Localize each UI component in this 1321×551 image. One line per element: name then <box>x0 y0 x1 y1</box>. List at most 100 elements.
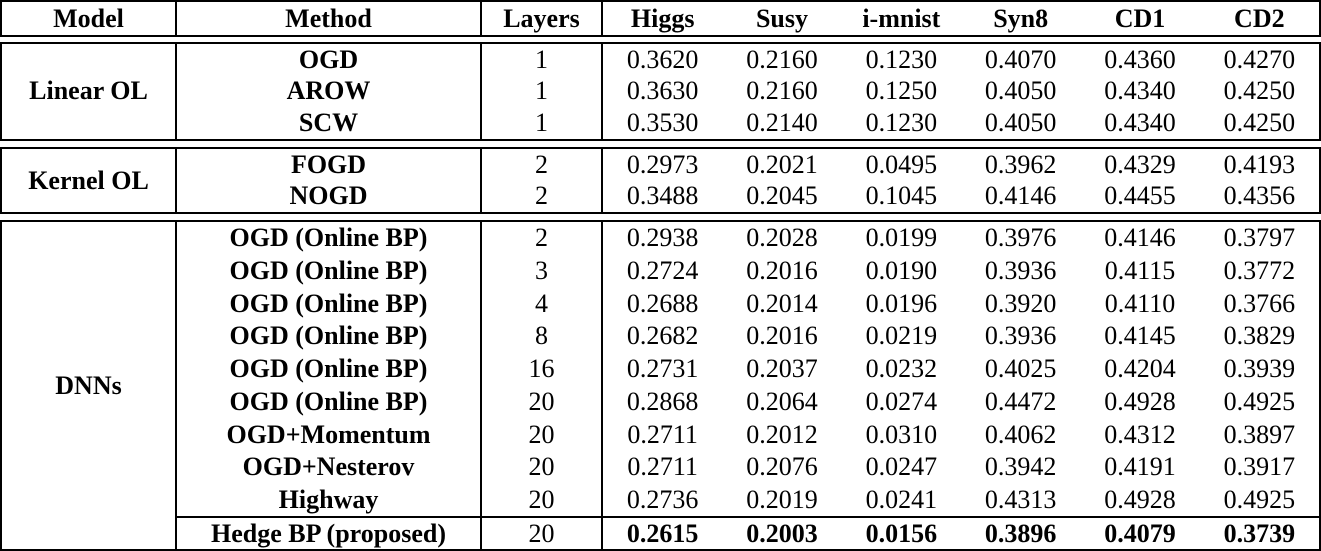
layers-cell: 1 <box>482 75 603 108</box>
value-cell: 0.0219 <box>865 321 938 351</box>
value-cell: 0.3772 <box>1223 256 1296 286</box>
value-cell: 0.2868 <box>626 386 699 416</box>
method-cell: OGD <box>177 44 482 76</box>
value-cell: 0.2045 <box>746 181 818 211</box>
method-cell: Hedge BP (proposed) <box>177 516 482 549</box>
value-cell: 0.2731 <box>626 354 699 384</box>
value-cell: 0.4340 <box>1104 76 1176 106</box>
layers-cell: 20 <box>482 418 603 451</box>
value-cell: 0.2076 <box>746 452 818 482</box>
column-header-method: Method <box>177 2 482 35</box>
method-cell: NOGD <box>177 180 482 212</box>
column-header-model: Model <box>2 2 177 35</box>
value-cell: 0.2938 <box>626 223 699 253</box>
value-cell: 0.2016 <box>746 256 818 286</box>
value-cell: 0.4312 <box>1104 419 1176 449</box>
value-cell: 0.0247 <box>865 452 938 482</box>
column-header-cd1: CD1 <box>1114 3 1166 33</box>
value-cell: 0.3896 <box>961 516 1081 549</box>
layers-cell: 20 <box>482 385 603 419</box>
value-cell: 0.4270 <box>1223 44 1296 74</box>
value-cell: 0.2003 <box>722 516 842 549</box>
value-cell: 0.2711 <box>627 452 698 482</box>
method-cell: OGD (Online BP) <box>177 385 482 419</box>
value-cell: 0.3936 <box>984 321 1057 351</box>
value-cell: 0.0190 <box>865 256 938 286</box>
model-cell: Kernel OL <box>2 149 177 212</box>
value-cell: 0.2014 <box>746 288 818 318</box>
column-header-cd2: CD2 <box>1234 3 1285 33</box>
section-dnns: DNNs OGD (Online BP) 2 0.2938 0.2028 0.0199 0.… <box>0 220 1321 551</box>
value-cell: 0.3942 <box>984 452 1057 482</box>
layers-cell: 2 <box>482 222 603 255</box>
section-linear-ol: Linear OL OGD 1 0.3620 0.2160 0.1230 0.4070 0.4… <box>0 42 1321 141</box>
layers-cell: 20 <box>482 516 603 549</box>
method-cell: SCW <box>177 107 482 139</box>
model-cell: DNNs <box>2 222 177 549</box>
value-cell: 0.3962 <box>984 149 1057 179</box>
value-cell: 0.1230 <box>865 108 938 138</box>
value-cell: 0.4145 <box>1104 321 1176 351</box>
method-cell: FOGD <box>177 149 482 181</box>
value-cell: 0.2682 <box>626 321 699 351</box>
value-cell: 0.4250 <box>1223 76 1296 106</box>
value-cell: 0.2140 <box>746 108 818 138</box>
value-cell: 0.4079 <box>1080 516 1200 549</box>
table-header-row: Model Method Layers Higgs Susy i-mnist Syn8 CD1… <box>0 0 1321 37</box>
value-cell: 0.3630 <box>626 76 699 106</box>
value-cell: 0.3620 <box>626 44 699 74</box>
value-cell: 0.4928 <box>1104 386 1176 416</box>
value-cell: 0.4340 <box>1104 108 1176 138</box>
value-cell: 0.2064 <box>746 386 818 416</box>
method-cell: OGD+Nesterov <box>177 450 482 484</box>
layers-cell: 4 <box>482 287 603 321</box>
value-cell: 0.3920 <box>984 288 1057 318</box>
value-cell: 0.0241 <box>865 484 938 514</box>
value-cell: 0.0495 <box>865 149 938 179</box>
value-cell: 0.4062 <box>984 419 1057 449</box>
section-kernel-ol: Kernel OL FOGD 2 0.2973 0.2021 0.0495 0.3962 0.… <box>0 147 1321 214</box>
value-cell: 0.0232 <box>865 354 938 384</box>
value-cell: 0.3766 <box>1223 288 1296 318</box>
value-cell: 0.4925 <box>1223 386 1296 416</box>
value-cell: 0.0199 <box>865 223 938 253</box>
layers-cell: 2 <box>482 149 603 181</box>
value-cell: 0.4025 <box>984 354 1057 384</box>
value-cell: 0.1045 <box>865 181 938 211</box>
value-cell: 0.4455 <box>1104 181 1176 211</box>
value-cell: 0.4115 <box>1104 256 1176 286</box>
method-cell: OGD (Online BP) <box>177 287 482 321</box>
value-cell: 0.1230 <box>865 44 938 74</box>
layers-cell: 1 <box>482 107 603 139</box>
value-cell: 0.4050 <box>984 108 1057 138</box>
method-cell: OGD (Online BP) <box>177 222 482 255</box>
column-header-higgs: Higgs <box>630 3 695 33</box>
value-cell: 0.2615 <box>603 516 723 549</box>
value-cell: 0.3739 <box>1199 516 1319 549</box>
value-cell: 0.2160 <box>746 44 818 74</box>
value-cell: 0.2037 <box>746 354 818 384</box>
method-cell: OGD (Online BP) <box>177 352 482 386</box>
value-cell: 0.4204 <box>1104 354 1176 384</box>
value-cell: 0.3917 <box>1223 452 1296 482</box>
value-cell: 0.2028 <box>746 223 818 253</box>
layers-cell: 2 <box>482 180 603 212</box>
value-cell: 0.4146 <box>1104 223 1176 253</box>
value-cell: 0.2724 <box>626 256 699 286</box>
value-cell: 0.0196 <box>865 288 938 318</box>
value-cell: 0.2736 <box>626 484 699 514</box>
value-cell: 0.4329 <box>1104 149 1176 179</box>
value-cell: 0.2021 <box>746 149 818 179</box>
value-cell: 0.4191 <box>1104 452 1176 482</box>
value-cell: 0.1250 <box>865 76 938 106</box>
method-cell: OGD+Momentum <box>177 418 482 451</box>
column-header-i-mnist: i-mnist <box>862 3 941 33</box>
value-cell: 0.2019 <box>746 484 818 514</box>
value-cell: 0.3936 <box>984 256 1057 286</box>
value-cell: 0.2711 <box>627 419 698 449</box>
method-cell: Highway <box>177 483 482 517</box>
value-cell: 0.4928 <box>1104 484 1176 514</box>
value-cell: 0.4070 <box>984 44 1057 74</box>
value-cell: 0.2688 <box>626 288 699 318</box>
